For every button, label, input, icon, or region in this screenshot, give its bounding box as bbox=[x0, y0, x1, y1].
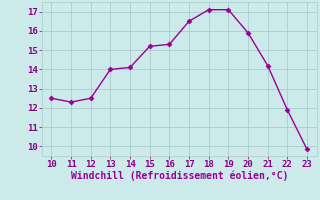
X-axis label: Windchill (Refroidissement éolien,°C): Windchill (Refroidissement éolien,°C) bbox=[70, 171, 288, 181]
